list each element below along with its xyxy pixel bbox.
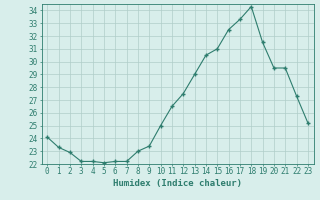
X-axis label: Humidex (Indice chaleur): Humidex (Indice chaleur) xyxy=(113,179,242,188)
